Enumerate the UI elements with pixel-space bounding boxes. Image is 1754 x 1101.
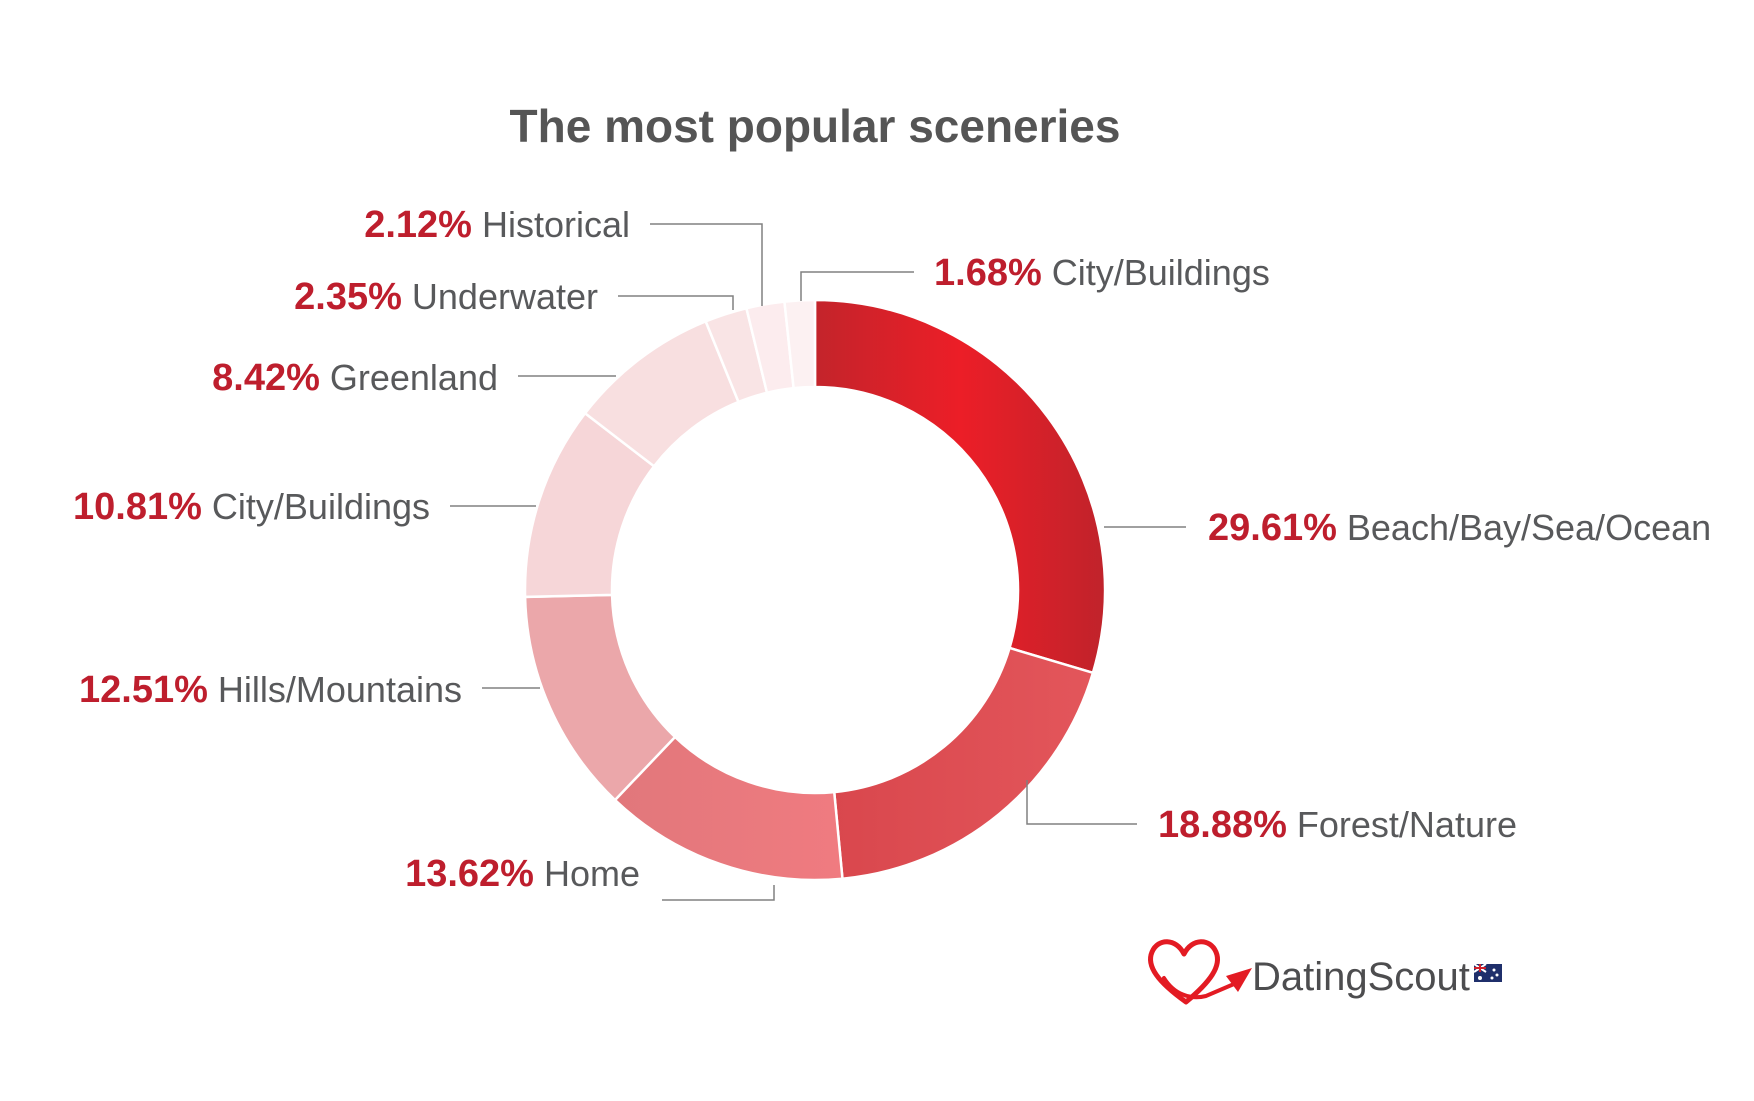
slice-value-label: 29.61% <box>1208 507 1337 549</box>
slice-category-label: Greenland <box>320 357 498 398</box>
donut-slice-2 <box>832 646 1095 881</box>
slice-value-label: 1.68% <box>934 252 1042 294</box>
brand-logo: DatingScout <box>1148 939 1502 1005</box>
slice-category-label: Historical <box>472 204 630 245</box>
slice-value-label: 8.42% <box>212 357 320 399</box>
leader-lines <box>450 223 1186 901</box>
slice-value-label: 2.12% <box>364 204 472 246</box>
slice-label-4: 12.51% Hills/Mountains <box>79 669 462 711</box>
slice-label-6: 8.42% Greenland <box>212 357 498 399</box>
slice-value-label: 10.81% <box>73 486 202 528</box>
chart-title: The most popular sceneries <box>510 100 1121 152</box>
leader-line-3 <box>662 885 775 901</box>
slice-category-label: Forest/Nature <box>1287 804 1517 845</box>
slice-category-label: Home <box>534 853 640 894</box>
donut-slice-9 <box>783 298 817 390</box>
leader-line-9 <box>800 271 914 301</box>
australia-flag-icon <box>1473 963 1502 982</box>
slice-label-8: 2.12% Historical <box>364 204 630 246</box>
leader-line-7 <box>618 295 734 310</box>
heart-paper-plane-icon <box>1148 939 1252 1005</box>
slice-label-9: 1.68% City/Buildings <box>934 252 1270 294</box>
donut-slices <box>523 298 1107 882</box>
slice-label-2: 18.88% Forest/Nature <box>1158 804 1517 846</box>
leader-line-2 <box>1026 780 1137 825</box>
slice-label-3: 13.62% Home <box>405 853 640 895</box>
slice-value-label: 2.35% <box>294 276 402 318</box>
brand-name: DatingScout <box>1252 955 1470 999</box>
slice-category-label: Hills/Mountains <box>208 669 462 710</box>
slice-label-7: 2.35% Underwater <box>294 276 598 318</box>
slice-category-label: City/Buildings <box>1042 252 1270 293</box>
slice-value-label: 13.62% <box>405 853 534 895</box>
slice-category-label: Beach/Bay/Sea/Ocean <box>1337 507 1711 548</box>
leader-line-8 <box>650 223 763 306</box>
slice-labels: 29.61% Beach/Bay/Sea/Ocean 18.88% Forest/… <box>73 204 1711 895</box>
slice-value-label: 18.88% <box>1158 804 1287 846</box>
slice-value-label: 12.51% <box>79 669 208 711</box>
slice-label-5: 10.81% City/Buildings <box>73 486 430 528</box>
slice-category-label: Underwater <box>402 276 598 317</box>
donut-slice-1 <box>813 298 1107 675</box>
slice-label-1: 29.61% Beach/Bay/Sea/Ocean <box>1208 507 1711 549</box>
slice-category-label: City/Buildings <box>202 486 430 527</box>
